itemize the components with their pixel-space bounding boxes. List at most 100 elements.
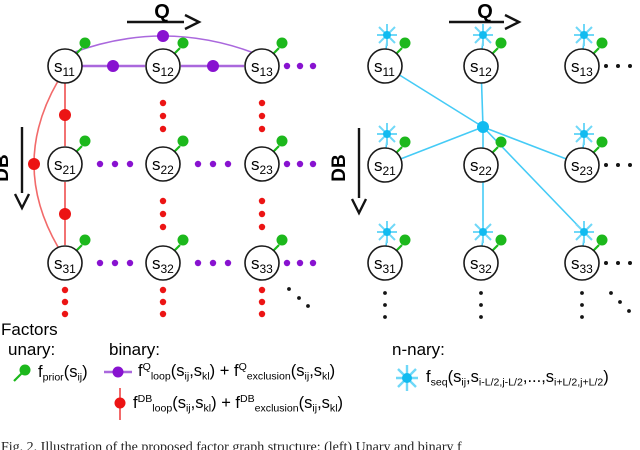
- formula-segment: loop: [150, 370, 171, 383]
- node-label: s13: [571, 57, 593, 79]
- continuation-dot: [580, 291, 584, 295]
- db-ellipsis-dot: [159, 112, 167, 120]
- unary-factor-dot: [177, 37, 189, 49]
- q-ellipsis-dot: [309, 259, 317, 267]
- q-ellipsis-dot: [296, 160, 304, 168]
- factor-node: [244, 48, 280, 84]
- db-direction-label: DB: [329, 154, 350, 181]
- db-loop-factor-dot: [59, 109, 71, 121]
- node-label: s22: [470, 156, 492, 178]
- formula-segment: ,s: [189, 361, 203, 380]
- node-label: s11: [374, 57, 395, 79]
- continuation-dot: [616, 261, 620, 265]
- seq-factor-star-center: [580, 130, 588, 138]
- q-ellipsis-dot: [224, 259, 232, 267]
- q-factor-icon: [104, 366, 132, 378]
- node-label: s23: [251, 155, 273, 177]
- node-label: s13: [251, 57, 273, 79]
- formula-segment: kl: [203, 402, 212, 415]
- q-direction-arrow-head: [191, 17, 202, 27]
- continuation-dot: [479, 303, 483, 307]
- formula-segment: ij: [461, 376, 467, 389]
- q-loop-factor-dot: [207, 60, 219, 72]
- q-ellipsis-dot: [194, 259, 202, 267]
- db-ellipsis-dot: [159, 125, 167, 133]
- q-ellipsis-dot: [309, 62, 317, 70]
- formula-segment: DB: [137, 393, 153, 406]
- formula-segment: (s: [63, 362, 78, 381]
- formula-segment: (s: [298, 394, 313, 413]
- q-ellipsis-dot: [194, 160, 202, 168]
- factor-node: [367, 245, 403, 281]
- formula-segment: ,...,s: [522, 367, 555, 386]
- formula-segment: ) + f: [209, 361, 239, 380]
- formula-segment: ): [603, 367, 609, 386]
- factor-node: [564, 245, 600, 281]
- q-loop-factor-dot: [107, 60, 119, 72]
- db-ellipsis-dot: [159, 210, 167, 218]
- seq-factor-star-center: [383, 228, 391, 236]
- node-label: s31: [54, 254, 76, 276]
- q-ellipsis-dot: [96, 160, 104, 168]
- prior-factor-dot: [19, 364, 31, 376]
- continuation-dot: [479, 315, 483, 319]
- node-label: s11: [54, 57, 75, 79]
- q-ellipsis-dot: [209, 160, 217, 168]
- seq-factor-star-center: [580, 31, 588, 39]
- continuation-dot: [306, 304, 310, 308]
- legend-binary-db-row: fDBloop(sij,skl) + fDBexclusion(sij,skl): [112, 387, 343, 421]
- continuation-dot: [479, 291, 483, 295]
- formula-segment: exclusion: [246, 370, 291, 383]
- unary-factor-dot: [596, 234, 608, 246]
- seq-factor-hub-dot: [477, 121, 489, 133]
- factor-node: [244, 146, 280, 182]
- factor-node: [367, 48, 403, 84]
- factor-node: [564, 48, 600, 84]
- db-ellipsis-dot: [61, 286, 69, 294]
- seq-factor-star-center: [383, 130, 391, 138]
- factor-node: [463, 48, 499, 84]
- continuation-dot: [604, 163, 608, 167]
- node-label: s32: [470, 254, 492, 276]
- continuation-dot: [618, 300, 622, 304]
- seq-factor-star-center: [479, 31, 487, 39]
- q-ellipsis-dot: [296, 62, 304, 70]
- unary-factor-dot: [276, 37, 288, 49]
- formula-segment: f: [138, 361, 143, 380]
- continuation-dot: [609, 291, 613, 295]
- continuation-dot: [627, 309, 631, 313]
- unary-factor-dot: [276, 135, 288, 147]
- factor-node: [145, 48, 181, 84]
- formula-segment: ij: [312, 402, 318, 415]
- node-label: s31: [374, 254, 396, 276]
- db-direction-label: DB: [0, 154, 13, 181]
- db-ellipsis-dot: [159, 197, 167, 205]
- nnary-formula: fseq(sij,si-L/2,j-L/2,...,si+L/2,j+L/2): [426, 368, 609, 389]
- q-ellipsis-dot: [126, 160, 134, 168]
- formula-segment: f: [133, 394, 138, 413]
- legend-title: Factors: [1, 320, 58, 339]
- formula-segment: kl: [322, 370, 330, 383]
- seq-factor-star-center: [479, 228, 487, 236]
- unary-factor-dot: [177, 234, 189, 246]
- db-loop-factor-dot: [59, 208, 71, 220]
- legend-binary-label: binary:: [109, 340, 161, 359]
- unary-factor-dot: [399, 136, 411, 148]
- prior-factor-stem: [13, 372, 23, 382]
- formula-segment: (s: [447, 367, 462, 386]
- db-ellipsis-dot: [258, 125, 266, 133]
- db-ellipsis-dot: [159, 286, 167, 294]
- unary-factor-dot: [79, 37, 91, 49]
- seq-factor-star-center: [383, 31, 391, 39]
- seq-edge: [384, 65, 484, 128]
- continuation-dot: [383, 315, 387, 319]
- formula-segment: i-L/2,j-L/2: [478, 376, 523, 389]
- binary-db-formula: fDBloop(sij,skl) + fDBexclusion(sij,skl): [133, 393, 343, 414]
- formula-segment: ,s: [317, 394, 330, 413]
- formula-segment: ) + f: [211, 394, 240, 413]
- factor-node: [564, 147, 600, 183]
- unary-factor-dot: [495, 37, 507, 49]
- seq-factor-star: [396, 365, 418, 391]
- continuation-dot: [628, 64, 632, 68]
- continuation-dot: [297, 296, 301, 300]
